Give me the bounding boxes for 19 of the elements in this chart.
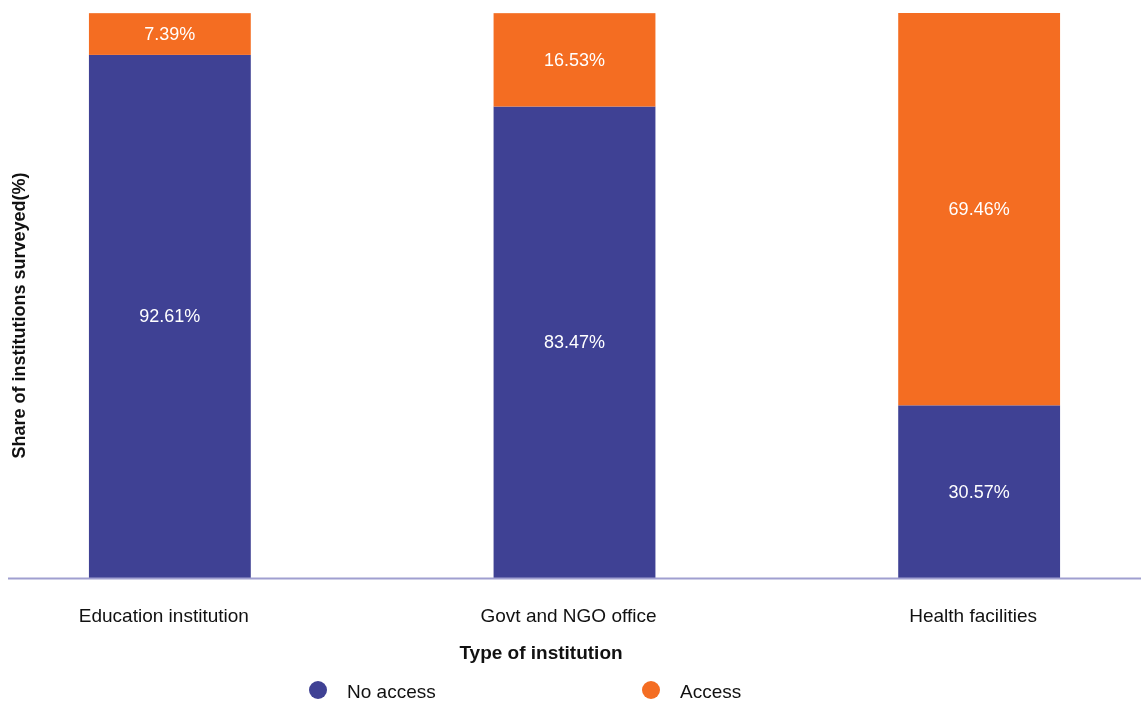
x-axis-title: Type of institution [459, 642, 623, 664]
bar [493, 106, 656, 578]
data-label: 30.57% [948, 481, 1010, 502]
bar [493, 13, 656, 107]
data-label: 92.61% [139, 306, 201, 327]
x-tick-label: Govt and NGO office [480, 605, 657, 627]
data-label: 16.53% [543, 49, 606, 70]
bar [898, 405, 1061, 578]
data-label: 69.46% [948, 199, 1010, 220]
x-tick-label: Education institution [78, 605, 249, 627]
data-label: 83.47% [543, 332, 606, 353]
data-label: 7.39% [144, 24, 196, 45]
bar [898, 13, 1061, 406]
legend-label: No access [347, 681, 436, 703]
bar [88, 54, 251, 578]
legend-label: Access [680, 681, 742, 703]
y-axis-title: Share of institutions surveyed(%) [8, 172, 29, 459]
bar [88, 13, 251, 55]
x-tick-label: Health facilities [909, 605, 1038, 627]
